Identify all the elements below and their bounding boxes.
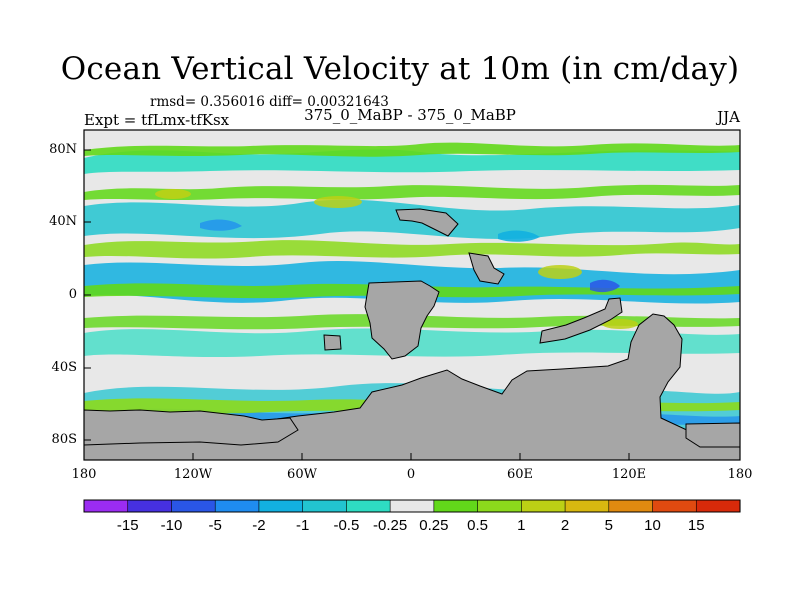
lon-label-180w: 180	[71, 467, 97, 482]
lon-label-60e: 60E	[506, 467, 534, 482]
season-label: JJA	[717, 108, 740, 126]
legend-swatch-12	[608, 499, 654, 513]
legend-label-5: -0.5	[333, 517, 360, 534]
legend-swatch-7	[389, 499, 435, 513]
legend-swatch-9	[477, 499, 522, 513]
land-north-africa-europe	[395, 208, 459, 237]
legend-swatch-14	[695, 499, 741, 513]
legend-label-4: -1	[295, 517, 310, 534]
land-antarctic-extension-east	[685, 422, 740, 448]
legend-frame	[83, 499, 741, 513]
lon-label-120w: 120W	[173, 467, 213, 482]
land-south-america-equatorial	[364, 280, 440, 360]
legend-label-2: -5	[208, 517, 222, 534]
lat-label-equator: 0	[68, 287, 77, 302]
land-middle-east	[468, 252, 505, 285]
green-streak-mid	[84, 240, 740, 259]
rmsd-diff-stats: rmsd= 0.356016 diff= 0.00321643	[150, 94, 389, 110]
lat-label-40s: 40S	[51, 360, 77, 375]
contour-layer	[84, 142, 740, 460]
legend-swatch-13	[652, 499, 697, 513]
land-small-south-america-east	[323, 334, 342, 351]
legend-label-3: -2	[252, 517, 266, 534]
blue-patch-2	[498, 230, 540, 242]
legend-swatch-5	[302, 499, 347, 513]
lon-label-120e: 120E	[611, 467, 647, 482]
legend-swatch-3	[214, 499, 260, 513]
ocean-band-north	[84, 149, 740, 174]
legend-swatch-1	[127, 499, 173, 513]
legend-swatch-6	[346, 499, 391, 513]
legend-swatch-4	[258, 499, 304, 513]
legend-label-10: 2	[560, 517, 570, 534]
lat-label-40n: 40N	[49, 214, 77, 229]
legend-label-7: 0.25	[419, 517, 449, 534]
legend-colorbar	[83, 499, 741, 513]
yellow-patch-4	[602, 319, 638, 329]
legend-label-9: 1	[517, 517, 526, 534]
legend-label-12: 10	[644, 517, 661, 534]
land-antarctic-extension-west	[84, 409, 299, 446]
map-title: Ocean Vertical Velocity at 10m (in cm/da…	[60, 51, 740, 87]
lon-label-180e: 180	[727, 467, 753, 482]
comparison-label: 375_0_MaBP - 375_0_MaBP	[304, 106, 516, 124]
legend-label-13: 15	[687, 517, 705, 534]
lat-label-80s: 80S	[51, 432, 77, 447]
yellow-patch-2	[314, 196, 362, 208]
legend-label-6: -0.25	[373, 517, 408, 534]
lon-label-60w: 60W	[287, 467, 317, 482]
legend-swatch-2	[171, 499, 216, 513]
x-axis-ticks	[83, 453, 741, 460]
legend-label-1: -10	[160, 517, 183, 534]
legend-label-0: -15	[116, 517, 139, 534]
lat-label-80n: 80N	[49, 142, 77, 157]
yellow-patch-1	[155, 189, 191, 199]
yellow-patch-3	[538, 265, 582, 279]
legend-label-8: 0.5	[467, 517, 489, 534]
green-streak-north-1	[84, 142, 740, 157]
green-streak-north-2	[84, 184, 740, 200]
blue-patch-3	[200, 219, 242, 231]
legend-swatch-8	[433, 499, 479, 513]
legend-swatch-10	[521, 499, 566, 513]
land-south-america-west	[539, 297, 623, 344]
y-axis-ticks	[84, 149, 91, 441]
experiment-label: Expt = tfLmx-tfKsx	[84, 111, 230, 129]
lon-label-0: 0	[406, 467, 416, 482]
legend-swatch-0	[83, 499, 129, 513]
blue-patch-1	[590, 279, 620, 293]
legend-label-11: 5	[604, 517, 613, 534]
legend-swatch-11	[564, 499, 610, 513]
